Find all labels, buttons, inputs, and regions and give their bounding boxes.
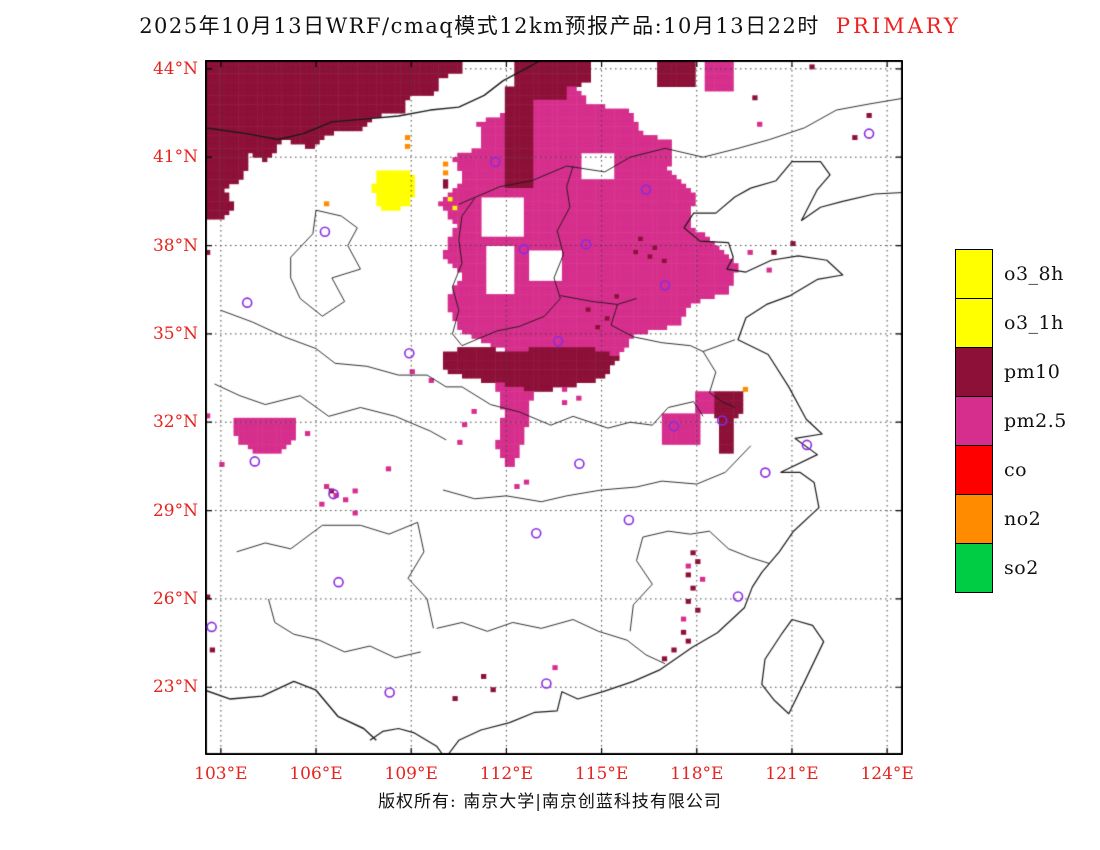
legend-swatch-o3_8h [955, 249, 993, 299]
y-tick-label: 41°N [152, 147, 198, 168]
legend-swatch-no2 [955, 494, 993, 544]
legend-swatch-so2 [955, 543, 993, 593]
y-tick-label: 44°N [152, 58, 198, 79]
x-tick-label: 118°E [670, 764, 724, 784]
title-primary-tag: PRIMARY [835, 14, 961, 38]
x-tick-label: 109°E [384, 764, 438, 784]
x-tick-label: 112°E [479, 764, 534, 784]
legend-entry: o3_8h [955, 249, 1067, 299]
legend-entry: so2 [955, 543, 1067, 593]
x-tick-label: 124°E [860, 764, 914, 784]
title-main: 2025年10月13日WRF/cmaq模式12km预报产品:10月13日22时 [139, 14, 820, 38]
legend-entry: pm10 [955, 347, 1067, 397]
legend-label: co [1004, 459, 1028, 481]
legend-swatch-pm2.5 [955, 396, 993, 446]
legend-swatch-pm10 [955, 347, 993, 397]
y-tick-label: 29°N [152, 500, 198, 521]
legend-entry: pm2.5 [955, 396, 1067, 446]
y-tick-label: 23°N [152, 677, 198, 698]
legend: o3_8h o3_1h pm10 pm2.5 co no2 so2 [955, 249, 1067, 593]
y-tick-label: 35°N [152, 323, 198, 344]
y-tick-label: 26°N [152, 588, 198, 609]
legend-entry: co [955, 445, 1067, 495]
legend-label: o3_1h [1004, 312, 1064, 334]
legend-label: pm10 [1004, 361, 1061, 383]
x-tick-label: 115°E [574, 764, 629, 784]
x-tick-label: 121°E [765, 764, 819, 784]
x-tick-label: 106°E [289, 764, 343, 784]
legend-label: no2 [1004, 508, 1042, 530]
legend-entry: o3_1h [955, 298, 1067, 348]
legend-label: o3_8h [1004, 263, 1064, 285]
legend-label: pm2.5 [1004, 410, 1067, 432]
footer-copyright: 版权所有: 南京大学|南京创蓝科技有限公司 [378, 792, 722, 812]
forecast-map-canvas [205, 60, 903, 755]
legend-label: so2 [1004, 557, 1039, 579]
page-title: 2025年10月13日WRF/cmaq模式12km预报产品:10月13日22时 P… [0, 10, 1100, 40]
legend-swatch-co [955, 445, 993, 495]
legend-entry: no2 [955, 494, 1067, 544]
y-tick-label: 32°N [152, 412, 198, 433]
x-tick-label: 103°E [194, 764, 248, 784]
y-tick-label: 38°N [152, 235, 198, 256]
legend-swatch-o3_1h [955, 298, 993, 348]
